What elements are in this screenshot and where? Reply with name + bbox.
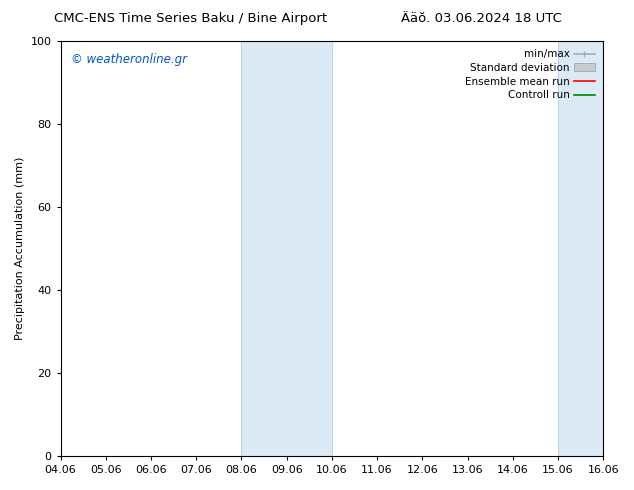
Text: CMC-ENS Time Series Baku / Bine Airport: CMC-ENS Time Series Baku / Bine Airport bbox=[54, 12, 327, 25]
Text: © weatheronline.gr: © weatheronline.gr bbox=[72, 53, 188, 67]
Legend: min/max, Standard deviation, Ensemble mean run, Controll run: min/max, Standard deviation, Ensemble me… bbox=[462, 46, 598, 103]
Y-axis label: Precipitation Accumulation (mm): Precipitation Accumulation (mm) bbox=[15, 157, 25, 340]
Text: Ääŏ. 03.06.2024 18 UTC: Ääŏ. 03.06.2024 18 UTC bbox=[401, 12, 562, 25]
Bar bbox=[242, 41, 332, 456]
Bar bbox=[558, 41, 603, 456]
